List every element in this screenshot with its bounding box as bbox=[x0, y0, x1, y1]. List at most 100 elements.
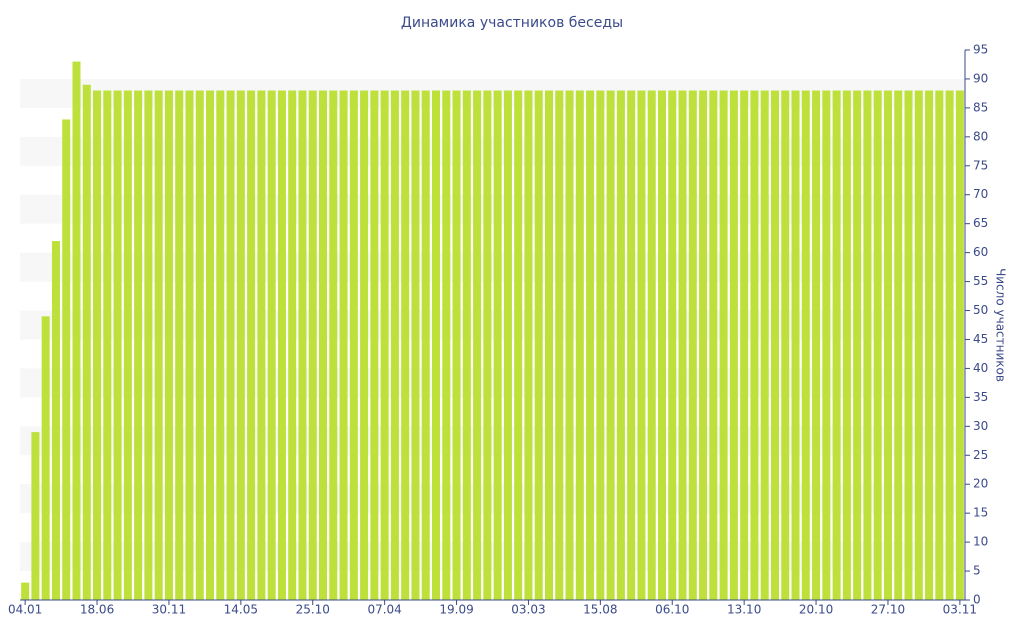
bar bbox=[832, 90, 841, 601]
bar bbox=[72, 61, 81, 600]
bar bbox=[586, 90, 595, 601]
y-tick-label: 15 bbox=[973, 506, 988, 520]
bar bbox=[431, 90, 441, 601]
bar bbox=[503, 90, 512, 601]
bar bbox=[709, 90, 718, 601]
bar bbox=[360, 90, 369, 601]
bar bbox=[822, 90, 831, 601]
bar bbox=[688, 90, 697, 601]
bar bbox=[380, 90, 389, 601]
bar bbox=[21, 582, 30, 600]
bar bbox=[267, 90, 276, 601]
bar bbox=[144, 90, 153, 601]
x-tick-label: 30.11 bbox=[152, 603, 186, 617]
bar bbox=[154, 90, 163, 601]
bar bbox=[93, 90, 102, 601]
bar bbox=[31, 432, 40, 600]
bar bbox=[606, 90, 615, 601]
x-tick-label: 25.10 bbox=[296, 603, 330, 617]
x-tick-label: 07.04 bbox=[367, 603, 401, 617]
bar bbox=[873, 90, 882, 601]
bar bbox=[616, 90, 625, 601]
bar bbox=[565, 90, 574, 601]
chart-title: Динамика участников беседы bbox=[401, 15, 623, 31]
bar bbox=[925, 90, 934, 601]
bar bbox=[647, 90, 656, 601]
y-tick-label: 5 bbox=[973, 564, 981, 578]
bar bbox=[329, 90, 338, 601]
x-tick-label: 03.03 bbox=[511, 603, 545, 617]
x-tick-label: 13.10 bbox=[727, 603, 761, 617]
bar bbox=[298, 90, 307, 601]
y-tick-label: 20 bbox=[973, 477, 988, 491]
y-tick-label: 35 bbox=[973, 390, 988, 404]
y-tick-label: 65 bbox=[973, 216, 988, 230]
bar bbox=[524, 90, 533, 601]
bar bbox=[770, 90, 779, 601]
bar bbox=[175, 90, 184, 601]
y-tick-label: 50 bbox=[973, 303, 988, 317]
bar bbox=[894, 90, 903, 601]
bar bbox=[935, 90, 944, 601]
bar bbox=[945, 90, 954, 601]
bar bbox=[319, 90, 328, 601]
x-tick-label: 14.05 bbox=[224, 603, 258, 617]
bar bbox=[195, 90, 204, 601]
x-tick-label: 15.08 bbox=[583, 603, 617, 617]
bar bbox=[575, 90, 584, 601]
bar bbox=[853, 90, 862, 601]
bar bbox=[421, 90, 430, 601]
x-tick-label: 19.09 bbox=[439, 603, 473, 617]
y-tick-label: 30 bbox=[973, 419, 988, 433]
bar bbox=[719, 90, 728, 601]
bar bbox=[164, 90, 173, 601]
bar bbox=[236, 90, 245, 601]
bar bbox=[401, 90, 410, 601]
x-tick-label: 27.10 bbox=[871, 603, 905, 617]
bar bbox=[791, 90, 800, 601]
bar bbox=[534, 90, 543, 601]
bar bbox=[113, 90, 122, 601]
bar bbox=[339, 90, 348, 601]
bar bbox=[288, 90, 297, 601]
bar bbox=[277, 90, 286, 601]
x-tick-label: 06.10 bbox=[655, 603, 689, 617]
y-tick-label: 75 bbox=[973, 158, 988, 172]
bar bbox=[955, 90, 964, 601]
bar bbox=[370, 90, 379, 601]
bar bbox=[62, 119, 71, 600]
y-tick-label: 95 bbox=[973, 43, 988, 57]
bar bbox=[134, 90, 143, 601]
bar bbox=[308, 90, 317, 601]
bar bbox=[390, 90, 399, 601]
bar bbox=[555, 90, 564, 601]
x-tick-label: 18.06 bbox=[80, 603, 114, 617]
y-tick-label: 10 bbox=[973, 535, 988, 549]
y-tick-label: 70 bbox=[973, 187, 988, 201]
bar bbox=[596, 90, 605, 601]
bar bbox=[216, 90, 225, 601]
y-tick-label: 0 bbox=[973, 593, 981, 607]
y-tick-label: 85 bbox=[973, 100, 988, 114]
bar bbox=[82, 84, 91, 601]
bar bbox=[226, 90, 235, 601]
y-tick-label: 55 bbox=[973, 274, 988, 288]
bar bbox=[544, 90, 554, 601]
bar bbox=[914, 90, 923, 601]
bar bbox=[349, 90, 358, 601]
bar bbox=[801, 90, 810, 601]
x-tick-label: 20.10 bbox=[799, 603, 833, 617]
bar bbox=[740, 90, 749, 601]
y-axis-label: Число участников bbox=[994, 268, 1008, 382]
bar bbox=[257, 90, 266, 601]
bar bbox=[452, 90, 461, 601]
bar bbox=[41, 316, 50, 600]
bar bbox=[637, 90, 646, 601]
bar bbox=[514, 90, 523, 601]
bar bbox=[842, 90, 851, 601]
bar bbox=[483, 90, 492, 601]
bar bbox=[411, 90, 420, 601]
bar bbox=[473, 90, 482, 601]
bar bbox=[781, 90, 790, 601]
